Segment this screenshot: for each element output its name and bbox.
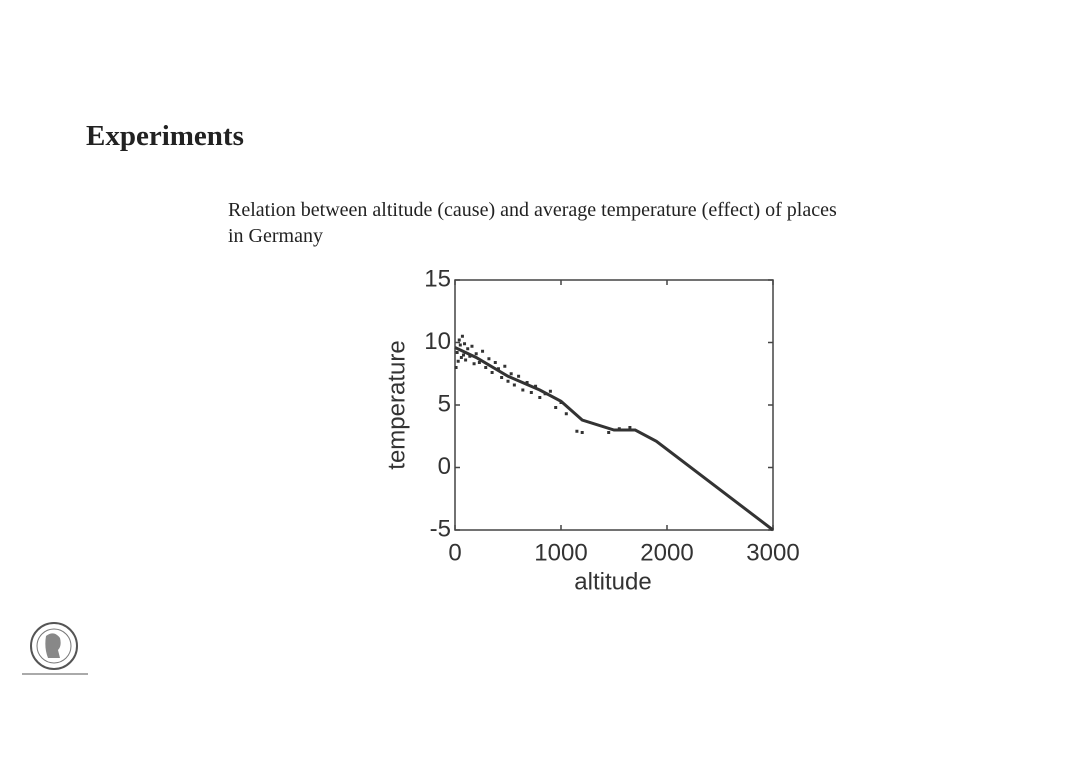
- point: [534, 384, 538, 388]
- point: [490, 371, 494, 374]
- point: [521, 388, 525, 392]
- point: [461, 353, 465, 357]
- logo: [22, 622, 88, 675]
- x-tick-label: 3000: [746, 539, 799, 566]
- point: [455, 351, 459, 354]
- point: [512, 383, 516, 387]
- point: [564, 412, 568, 416]
- x-tick-label: 1000: [534, 539, 587, 566]
- point: [474, 352, 478, 356]
- point: [457, 338, 461, 342]
- point: [575, 429, 579, 433]
- y-tick-label: 10: [424, 328, 451, 355]
- point: [464, 358, 468, 362]
- point: [628, 426, 632, 429]
- point: [487, 357, 491, 361]
- point: [503, 364, 507, 368]
- point: [493, 361, 497, 364]
- heading: Experiments: [86, 120, 244, 152]
- point: [472, 362, 476, 366]
- point: [466, 347, 470, 351]
- point: [477, 361, 481, 364]
- point: [525, 381, 529, 384]
- point: [509, 372, 513, 376]
- point: [500, 376, 504, 379]
- point: [456, 359, 460, 363]
- caption: Relation between altitude (cause) and av…: [228, 199, 837, 247]
- point: [470, 344, 474, 348]
- point: [607, 431, 611, 434]
- point: [454, 366, 458, 369]
- point: [484, 366, 488, 369]
- x-tick-label: 2000: [640, 539, 693, 566]
- point: [463, 342, 467, 346]
- point: [460, 334, 464, 338]
- point: [506, 379, 510, 383]
- point: [496, 367, 500, 371]
- x-axis-label: altitude: [574, 568, 651, 595]
- y-tick-label: -5: [430, 515, 451, 542]
- point: [459, 356, 463, 359]
- point: [548, 389, 552, 393]
- point: [580, 431, 584, 434]
- point: [554, 406, 558, 409]
- fit-line: [454, 346, 774, 532]
- point: [458, 343, 462, 347]
- y-axis-label: temperature: [383, 340, 410, 469]
- y-tick-label: 5: [438, 390, 451, 417]
- point: [517, 374, 521, 378]
- y-tick-label: 15: [424, 265, 451, 292]
- point: [538, 396, 542, 399]
- point: [481, 349, 485, 353]
- y-tick-label: 0: [438, 453, 451, 480]
- point: [468, 354, 472, 358]
- point: [529, 391, 533, 394]
- x-tick-label: 0: [448, 539, 461, 566]
